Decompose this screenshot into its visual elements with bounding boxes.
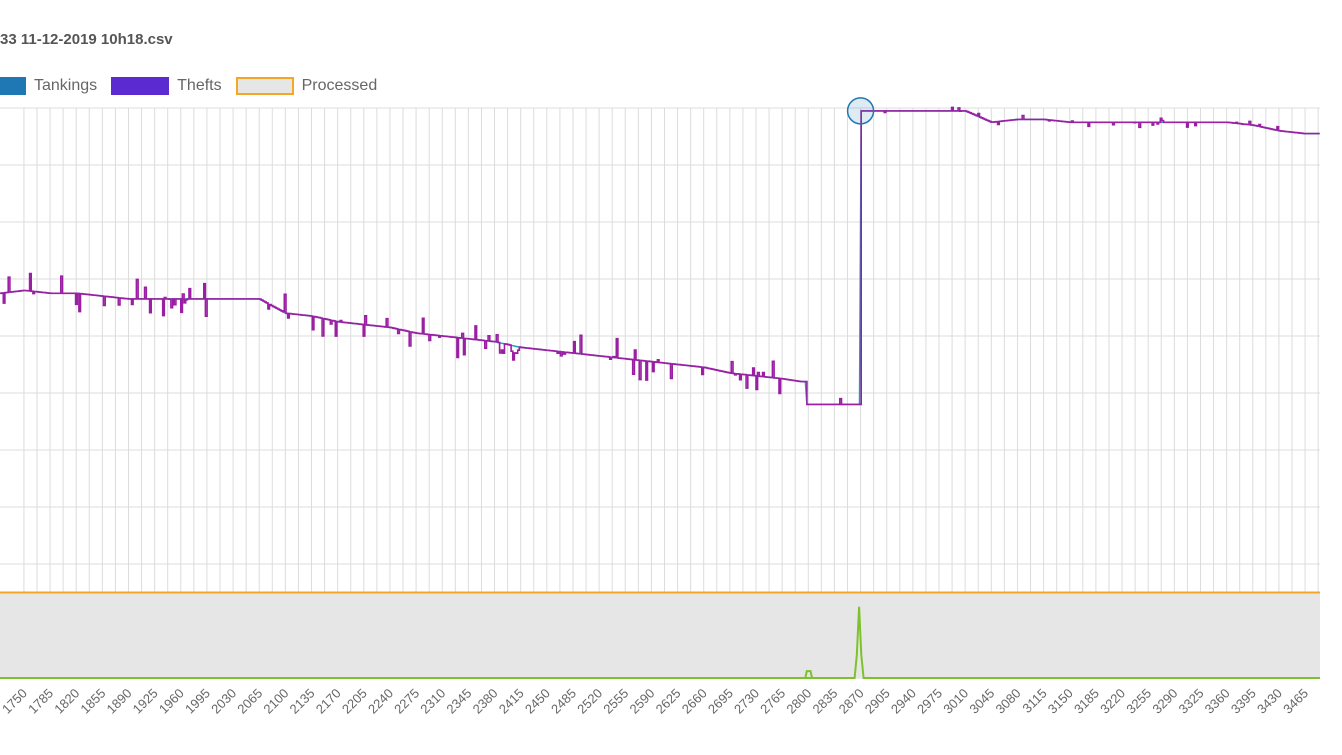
level-series-line (0, 106, 1320, 406)
x-tick-label: 3255 (1123, 686, 1154, 717)
x-tick-label: 2765 (757, 686, 788, 717)
chart-title: 33 11-12-2019 10h18.csv (0, 31, 173, 48)
x-tick-label: 1785 (25, 686, 56, 717)
x-tick-label: 3010 (940, 686, 971, 717)
legend-swatch-processed (235, 77, 294, 95)
x-tick-label: 3360 (1202, 686, 1233, 717)
x-tick-label: 2030 (208, 686, 239, 717)
legend-item-tankings[interactable]: Tankings (0, 77, 97, 95)
x-tick-label: 2520 (574, 686, 605, 717)
legend-item-processed[interactable]: Processed (235, 77, 378, 95)
x-tick-label: 2345 (443, 686, 474, 717)
legend-swatch-tankings (0, 77, 26, 95)
x-tick-label: 2310 (417, 686, 448, 717)
x-tick-label: 3150 (1045, 686, 1076, 717)
x-tick-label: 2905 (862, 686, 893, 717)
legend-label-tankings: Tankings (34, 77, 98, 94)
legend: Tankings Thefts Processed (0, 75, 391, 97)
x-tick-label: 2660 (679, 686, 710, 717)
x-tick-label: 2555 (600, 686, 631, 717)
x-tick-label: 2485 (548, 686, 579, 717)
x-tick-label: 2730 (731, 686, 762, 717)
x-tick-label: 2240 (365, 686, 396, 717)
legend-item-thefts[interactable]: Thefts (111, 77, 222, 95)
x-tick-label: 3220 (1097, 686, 1128, 717)
x-tick-label: 2590 (626, 686, 657, 717)
x-tick-label: 1960 (156, 686, 187, 717)
x-tick-label: 2415 (496, 686, 527, 717)
x-tick-label: 1925 (130, 686, 161, 717)
x-tick-label: 2940 (888, 686, 919, 717)
x-tick-label: 2380 (470, 686, 501, 717)
x-tick-label: 3185 (1071, 686, 1102, 717)
theft-small-bump (804, 670, 813, 679)
x-tick-label: 3430 (1254, 686, 1285, 717)
x-tick-label: 2275 (391, 686, 422, 717)
x-tick-label: 3080 (993, 686, 1024, 717)
x-tick-label: 2450 (522, 686, 553, 717)
x-tick-label: 1855 (77, 686, 108, 717)
x-tick-label: 2625 (653, 686, 684, 717)
legend-label-processed: Processed (301, 77, 378, 94)
x-tick-label: 2975 (914, 686, 945, 717)
x-tick-label: 2205 (339, 686, 370, 717)
x-tick-label: 1820 (51, 686, 82, 717)
x-tick-label: 1995 (182, 686, 213, 717)
x-tick-label: 2835 (809, 686, 840, 717)
x-tick-label: 3115 (1019, 686, 1049, 716)
x-tick-label: 2695 (705, 686, 736, 717)
x-tick-label: 2170 (313, 686, 344, 717)
theft-series-line (0, 606, 1320, 679)
x-tick-label: 3325 (1176, 686, 1207, 717)
x-tick-label: 2100 (260, 686, 291, 717)
x-tick-label: 2135 (287, 686, 318, 717)
highlight-point (846, 97, 875, 125)
legend-swatch-thefts (111, 77, 170, 95)
x-tick-label: 3290 (1149, 686, 1180, 717)
x-tick-label: 2870 (836, 686, 867, 717)
x-tick-label: 3045 (966, 686, 997, 717)
x-tick-label: 1750 (0, 686, 30, 717)
x-tick-label: 1890 (104, 686, 135, 717)
x-tick-label: 2800 (783, 686, 814, 717)
processed-area (0, 592, 1320, 678)
x-tick-label: 3395 (1228, 686, 1259, 717)
x-tick-label: 3465 (1280, 686, 1311, 717)
legend-label-thefts: Thefts (177, 77, 222, 94)
x-tick-label: 2065 (234, 686, 265, 717)
